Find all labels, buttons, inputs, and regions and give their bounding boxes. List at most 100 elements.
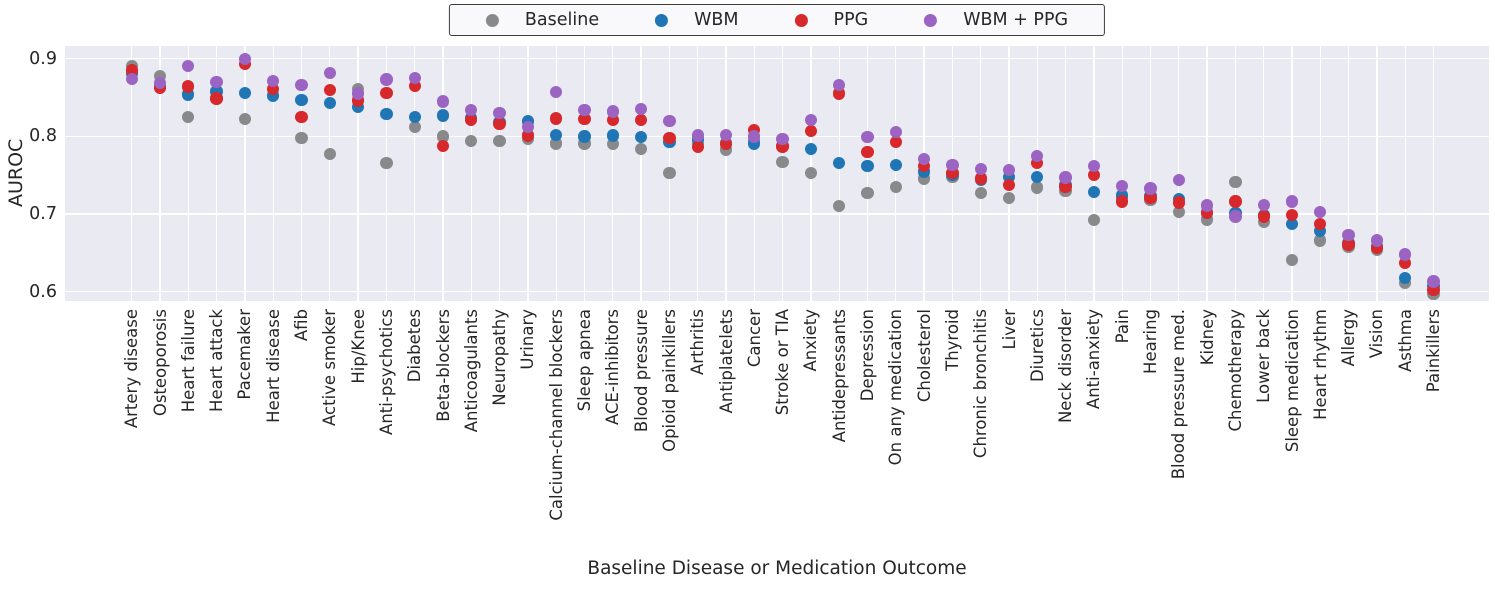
x-tick-label: Blood pressure — [631, 309, 651, 433]
y-tick-label: 0.6 — [29, 281, 57, 302]
data-point-ppg — [1314, 217, 1327, 231]
data-point-wbm — [861, 159, 874, 173]
data-point-wbm-ppg — [748, 130, 761, 143]
data-point-ppg — [719, 137, 733, 151]
v-gridline — [470, 46, 472, 301]
v-gridline — [1121, 46, 1123, 301]
x-tick-label: Active smoker — [320, 309, 340, 426]
data-point-wbm-ppg — [1285, 195, 1299, 208]
x-tick-label: Antidepressants — [829, 309, 849, 443]
legend-item: PPG — [794, 10, 869, 30]
v-gridline — [640, 46, 642, 301]
data-point-wbm — [323, 96, 336, 110]
y-tick-label: 0.9 — [29, 48, 57, 69]
data-point-baseline — [833, 200, 846, 213]
x-tick-label: Vision — [1367, 309, 1387, 359]
data-point-wbm-ppg — [351, 87, 365, 100]
data-point-wbm — [1087, 186, 1101, 199]
x-tick-label: Chemotherapy — [1225, 309, 1245, 432]
h-gridline — [65, 213, 1489, 215]
data-point-wbm-ppg — [436, 95, 450, 108]
data-point-baseline — [182, 110, 195, 124]
data-point-ppg — [804, 124, 818, 138]
plot-area — [65, 46, 1489, 301]
data-point-ppg — [1144, 191, 1157, 204]
data-point-wbm — [804, 142, 818, 155]
v-gridline — [187, 46, 189, 301]
x-tick-label: Arthritis — [688, 309, 708, 376]
data-point-wbm-ppg — [210, 75, 223, 89]
data-point-ppg — [550, 112, 563, 125]
v-gridline — [1319, 46, 1321, 301]
x-tick-label: Neuropathy — [490, 309, 510, 406]
data-point-wbm-ppg — [295, 78, 308, 92]
data-point-baseline — [974, 186, 987, 200]
data-point-wbm-ppg — [1370, 234, 1384, 247]
x-tick-label: Urinary — [518, 309, 538, 370]
v-gridline — [1178, 46, 1180, 301]
data-point-wbm-ppg — [804, 113, 818, 127]
x-tick-label: Anxiety — [801, 309, 821, 372]
data-point-wbm — [833, 156, 846, 169]
data-point-baseline — [776, 155, 789, 169]
x-tick-label: Allergy — [1339, 309, 1359, 367]
v-gridline — [131, 46, 133, 301]
legend-marker-ppg-icon — [794, 13, 808, 27]
data-point-wbm-ppg — [1172, 173, 1185, 187]
legend-label: PPG — [833, 10, 869, 30]
data-point-wbm-ppg — [634, 103, 648, 116]
v-gridline — [1376, 46, 1378, 301]
data-point-wbm-ppg — [861, 130, 874, 144]
v-gridline — [725, 46, 727, 301]
x-tick-label: Afib — [292, 309, 311, 342]
x-tick-label: Depression — [858, 309, 877, 402]
x-tick-label: Heart rhythm — [1310, 309, 1330, 420]
data-point-wbm — [1285, 217, 1299, 231]
data-point-wbm-ppg — [1059, 171, 1072, 184]
x-tick-label: Heart attack — [207, 309, 227, 412]
data-point-wbm-ppg — [1031, 149, 1044, 162]
x-tick-label: Calcium-channel blockers — [546, 309, 566, 521]
data-point-ppg — [634, 113, 648, 127]
data-point-baseline — [663, 166, 676, 180]
data-point-wbm-ppg — [521, 120, 535, 134]
v-gridline — [1149, 46, 1152, 301]
data-point-wbm — [889, 158, 902, 172]
data-point-wbm — [1399, 271, 1412, 284]
v-gridline — [1206, 46, 1208, 301]
y-tick-label: 0.8 — [29, 126, 57, 147]
data-point-ppg — [1116, 195, 1129, 208]
data-point-ppg — [1087, 169, 1101, 182]
v-gridline — [1347, 46, 1350, 301]
data-point-wbm-ppg — [182, 59, 195, 72]
data-point-wbm-ppg — [1257, 198, 1270, 211]
data-point-wbm-ppg — [606, 105, 619, 118]
data-point-wbm-ppg — [408, 71, 421, 85]
data-point-baseline — [1031, 181, 1044, 194]
data-point-wbm-ppg — [1002, 163, 1016, 176]
y-axis-label: AUROC — [5, 138, 27, 207]
data-point-wbm — [295, 93, 308, 107]
data-point-wbm-ppg — [776, 132, 789, 145]
data-point-wbm-ppg — [1087, 159, 1101, 173]
v-gridline — [583, 46, 586, 301]
data-point-ppg — [889, 135, 902, 148]
data-point-wbm-ppg — [663, 114, 676, 128]
data-point-ppg — [210, 92, 223, 105]
legend-label: WBM + PPG — [963, 10, 1069, 30]
data-point-baseline — [1314, 234, 1327, 247]
x-tick-label: Diuretics — [1027, 309, 1047, 383]
data-point-baseline — [1285, 253, 1299, 267]
data-point-baseline — [804, 166, 818, 180]
x-tick-label: Hip/Knee — [348, 309, 368, 384]
v-gridline — [612, 46, 614, 301]
data-point-wbm-ppg — [1314, 205, 1327, 218]
legend-marker-wbm-ppg-icon — [924, 13, 938, 27]
data-point-ppg — [663, 131, 676, 145]
x-tick-label: Pacemaker — [235, 309, 255, 400]
legend: Baseline WBM PPG WBM + PPG — [448, 4, 1106, 36]
data-point-baseline — [634, 142, 648, 155]
x-tick-label: Heart failure — [178, 309, 198, 413]
h-gridline — [65, 58, 1489, 60]
